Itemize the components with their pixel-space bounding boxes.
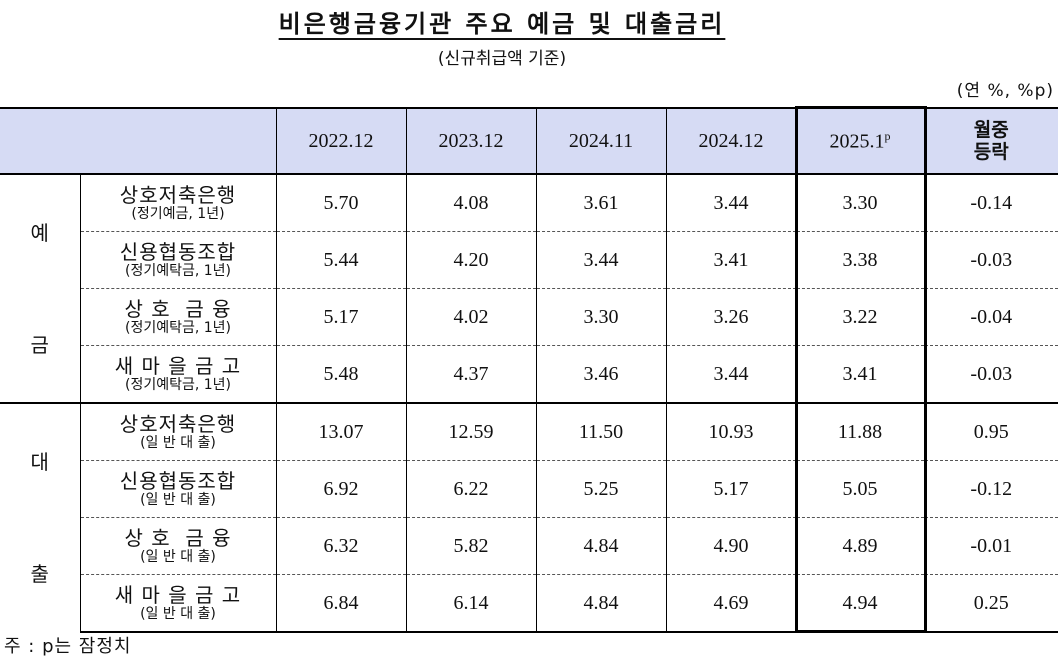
change-cell: -0.04 — [923, 288, 1058, 346]
change-cell: -0.14 — [923, 174, 1058, 232]
change-cell: 0.95 — [923, 402, 1058, 461]
value-cell: 6.32 — [275, 517, 406, 575]
change-cell: -0.03 — [923, 345, 1058, 403]
value-cell: 3.41 — [795, 345, 924, 403]
institution-cell: 신용협동조합 (일 반 대 출) — [79, 460, 276, 518]
value-cell: 4.84 — [535, 574, 666, 633]
value-cell: 4.89 — [795, 517, 924, 575]
value-cell: 4.90 — [665, 517, 796, 575]
page-subtitle: (신규취급액 기준) — [437, 49, 567, 69]
value-cell: 6.92 — [275, 460, 406, 518]
header-period: 2024.11 — [535, 107, 666, 175]
value-cell: 10.93 — [665, 402, 796, 461]
value-cell: 5.44 — [275, 231, 406, 289]
change-cell: -0.12 — [923, 460, 1058, 518]
institution-cell: 새 마 을 금 고 (정기예탁금, 1년) — [79, 345, 276, 403]
value-cell: 3.46 — [535, 345, 666, 403]
table-row: 신용협동조합 (정기예탁금, 1년) 5.44 4.20 3.44 3.41 3.… — [0, 231, 1058, 289]
institution-cell: 상호저축은행 (일 반 대 출) — [79, 402, 276, 461]
header-period: 2022.12 — [275, 107, 406, 175]
header-blank — [0, 107, 276, 175]
footnote: 주 : p는 잠정치 — [4, 636, 132, 657]
institution-cell: 새 마 을 금 고 (일 반 대 출) — [79, 574, 276, 633]
value-cell: 5.05 — [795, 460, 924, 518]
table-row: 새 마 을 금 고 (일 반 대 출) 6.84 6.14 4.84 4.69 4… — [0, 574, 1058, 633]
value-cell: 4.20 — [405, 231, 536, 289]
institution-cell: 상 호 금 융 (일 반 대 출) — [79, 517, 276, 575]
unit-label: (연 %, %p) — [956, 81, 1054, 101]
value-cell: 5.17 — [665, 460, 796, 518]
value-cell: 5.48 — [275, 345, 406, 403]
page-title: 비은행금융기관 주요 예금 및 대출금리 — [278, 10, 726, 38]
table-row: 새 마 을 금 고 (정기예탁금, 1년) 5.48 4.37 3.46 3.44… — [0, 345, 1058, 403]
value-cell: 4.84 — [535, 517, 666, 575]
value-cell: 3.61 — [535, 174, 666, 232]
change-cell: 0.25 — [923, 574, 1058, 633]
value-cell: 4.08 — [405, 174, 536, 232]
institution-cell: 상호저축은행 (정기예금, 1년) — [79, 174, 276, 232]
value-cell: 5.17 — [275, 288, 406, 346]
value-cell: 5.70 — [275, 174, 406, 232]
value-cell: 3.30 — [535, 288, 666, 346]
value-cell: 6.84 — [275, 574, 406, 633]
header-period: 2023.12 — [405, 107, 536, 175]
table-row: 상 호 금 융 (정기예탁금, 1년) 5.17 4.02 3.30 3.26 3… — [0, 288, 1058, 346]
value-cell: 6.22 — [405, 460, 536, 518]
header-monthly-change: 월중 등락 — [923, 107, 1058, 175]
value-cell: 13.07 — [275, 402, 406, 461]
value-cell: 3.44 — [665, 174, 796, 232]
institution-cell: 신용협동조합 (정기예탁금, 1년) — [79, 231, 276, 289]
value-cell: 4.94 — [795, 574, 924, 633]
value-cell: 3.41 — [665, 231, 796, 289]
value-cell: 3.38 — [795, 231, 924, 289]
value-cell: 4.37 — [405, 345, 536, 403]
change-cell: -0.03 — [923, 231, 1058, 289]
header-period: 2024.12 — [665, 107, 796, 175]
header-period-latest: 2025.1p — [795, 107, 924, 175]
value-cell: 6.14 — [405, 574, 536, 633]
institution-cell: 상 호 금 융 (정기예탁금, 1년) — [79, 288, 276, 346]
header-row: 2022.12 2023.12 2024.11 2024.12 2025.1p … — [0, 107, 1058, 175]
value-cell: 3.22 — [795, 288, 924, 346]
value-cell: 4.02 — [405, 288, 536, 346]
value-cell: 5.25 — [535, 460, 666, 518]
table-row: 신용협동조합 (일 반 대 출) 6.92 6.22 5.25 5.17 5.05… — [0, 460, 1058, 518]
value-cell: 5.82 — [405, 517, 536, 575]
value-cell: 3.44 — [665, 345, 796, 403]
value-cell: 11.50 — [535, 402, 666, 461]
value-cell: 11.88 — [795, 402, 924, 461]
rates-table: 2022.12 2023.12 2024.11 2024.12 2025.1p … — [0, 107, 1058, 633]
value-cell: 3.26 — [665, 288, 796, 346]
value-cell: 4.69 — [665, 574, 796, 633]
value-cell: 12.59 — [405, 402, 536, 461]
change-cell: -0.01 — [923, 517, 1058, 575]
value-cell: 3.30 — [795, 174, 924, 232]
value-cell: 3.44 — [535, 231, 666, 289]
table-row: 상 호 금 융 (일 반 대 출) 6.32 5.82 4.84 4.90 4.8… — [0, 517, 1058, 575]
